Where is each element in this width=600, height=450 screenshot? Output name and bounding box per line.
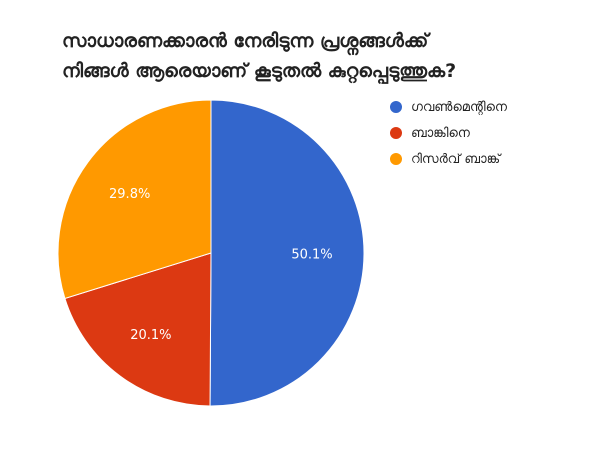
pie-slice-reserve-bank[interactable] — [57, 99, 212, 300]
legend-label-reserve-bank: റിസർവ് ബാങ്ക് — [411, 151, 501, 167]
chart-title: സാധാരണക്കാരൻ നേരിടുന്ന പ്രശ്നങ്ങൾക്ക് നി… — [62, 30, 457, 82]
chart-legend: ഗവൺമെന്റിനെ ബാങ്കിനെ റിസർവ് ബാങ്ക് — [390, 94, 507, 172]
legend-label-government: ഗവൺമെന്റിനെ — [411, 99, 507, 115]
legend-item-bank[interactable]: ബാങ്കിനെ — [390, 120, 507, 146]
pie-slice-bank[interactable] — [64, 252, 212, 407]
legend-item-government[interactable]: ഗവൺമെന്റിനെ — [390, 94, 507, 120]
slice-label-bank: 20.1% — [130, 328, 171, 343]
legend-item-reserve-bank[interactable]: റിസർവ് ബാങ്ക് — [390, 146, 507, 172]
legend-swatch-reserve-bank — [390, 153, 402, 165]
slice-label-reserve-bank: 29.8% — [109, 187, 150, 202]
legend-swatch-government — [390, 101, 402, 113]
slice-label-government: 50.1% — [291, 247, 332, 262]
legend-swatch-bank — [390, 127, 402, 139]
legend-label-bank: ബാങ്കിനെ — [411, 125, 470, 141]
pie-slice-government[interactable] — [209, 99, 365, 407]
